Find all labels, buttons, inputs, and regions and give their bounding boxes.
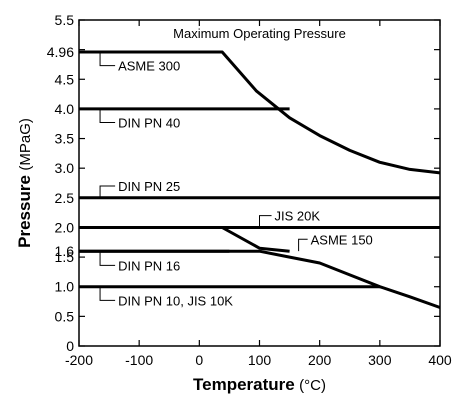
curve-label-din-pn-10-jis-10k: DIN PN 10, JIS 10K: [118, 293, 233, 308]
x-tick-label: 0: [195, 352, 203, 368]
y-tick-label-extra: 4.96: [47, 44, 74, 60]
y-tick-label: 3.5: [55, 131, 75, 147]
leader-asme-150: [298, 238, 308, 252]
y-tick-label: 4.5: [55, 71, 75, 87]
y-tick-label: 2.0: [55, 219, 75, 235]
y-tick-label: 4.0: [55, 101, 75, 117]
curve-label-din-pn-25: DIN PN 25: [118, 179, 180, 194]
curve-label-jis-20k: JIS 20K: [275, 209, 321, 224]
leader-asme-300: [99, 52, 116, 67]
y-tick-label: 0: [66, 338, 74, 354]
plot-area: 0 0.5 1.0 1.5 2.0 2.5 3.0 3.5 4.0 4.5 5.5 4.96 1.6 -2…: [47, 12, 452, 368]
y-tick-label-extra: 1.6: [55, 243, 75, 259]
leader-din-pn-40: [99, 108, 116, 124]
curve-label-asme-300: ASME 300: [118, 59, 180, 74]
curve-label-din-pn-40: DIN PN 40: [118, 116, 180, 131]
chart-title: Maximum Operating Pressure: [173, 26, 346, 41]
x-tick-label: -200: [65, 352, 93, 368]
x-tick-label: 300: [368, 352, 392, 368]
leader-din-pn-16: [99, 251, 116, 266]
y-tick-label: 2.5: [55, 190, 75, 206]
y-tick-label: 3.0: [55, 160, 75, 176]
y-axis-title: Pressure (MPaG): [15, 118, 34, 248]
leader-din-pn-10-jis-10k: [99, 286, 116, 301]
x-tick-label: 200: [308, 352, 332, 368]
x-axis-title-main: Temperature: [193, 375, 295, 394]
x-tick-label: -100: [125, 352, 153, 368]
y-tick-label: 0.5: [55, 308, 75, 324]
curve-label-asme-150: ASME 150: [311, 232, 373, 247]
x-tick-label: 100: [248, 352, 272, 368]
y-axis-title-main: Pressure: [15, 175, 34, 248]
x-axis-title-unit: (°C): [299, 377, 326, 394]
y-tick-label: 1.0: [55, 279, 75, 295]
series-line-connector: [221, 226, 290, 253]
y-tick-label: 1.5: [55, 249, 75, 265]
y-axis-title-unit: (MPaG): [17, 118, 34, 171]
leader-jis-20k: [259, 215, 272, 228]
leader-din-pn-25: [99, 185, 116, 198]
x-axis-title: Temperature (°C): [193, 375, 326, 394]
series-line-asme-300: [79, 50, 441, 175]
curve-label-din-pn-16: DIN PN 16: [118, 258, 180, 273]
series-line-asme-150: [79, 249, 441, 309]
x-tick-label: 400: [428, 352, 452, 368]
y-tick-label: 5.5: [55, 12, 75, 28]
